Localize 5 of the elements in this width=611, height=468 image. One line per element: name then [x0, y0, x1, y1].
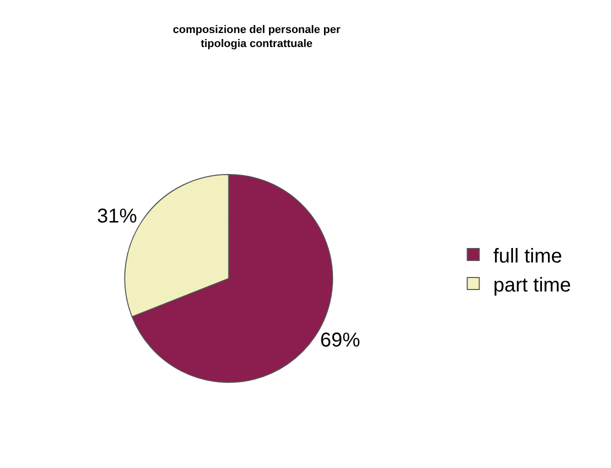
data-label: 31%: [96, 206, 138, 228]
data-label: 69%: [320, 329, 360, 352]
legend-label: part time: [493, 274, 572, 296]
chart-title: composizione del personale per tipologia contrattuale: [172, 24, 342, 50]
legend-label: full time: [493, 245, 562, 268]
